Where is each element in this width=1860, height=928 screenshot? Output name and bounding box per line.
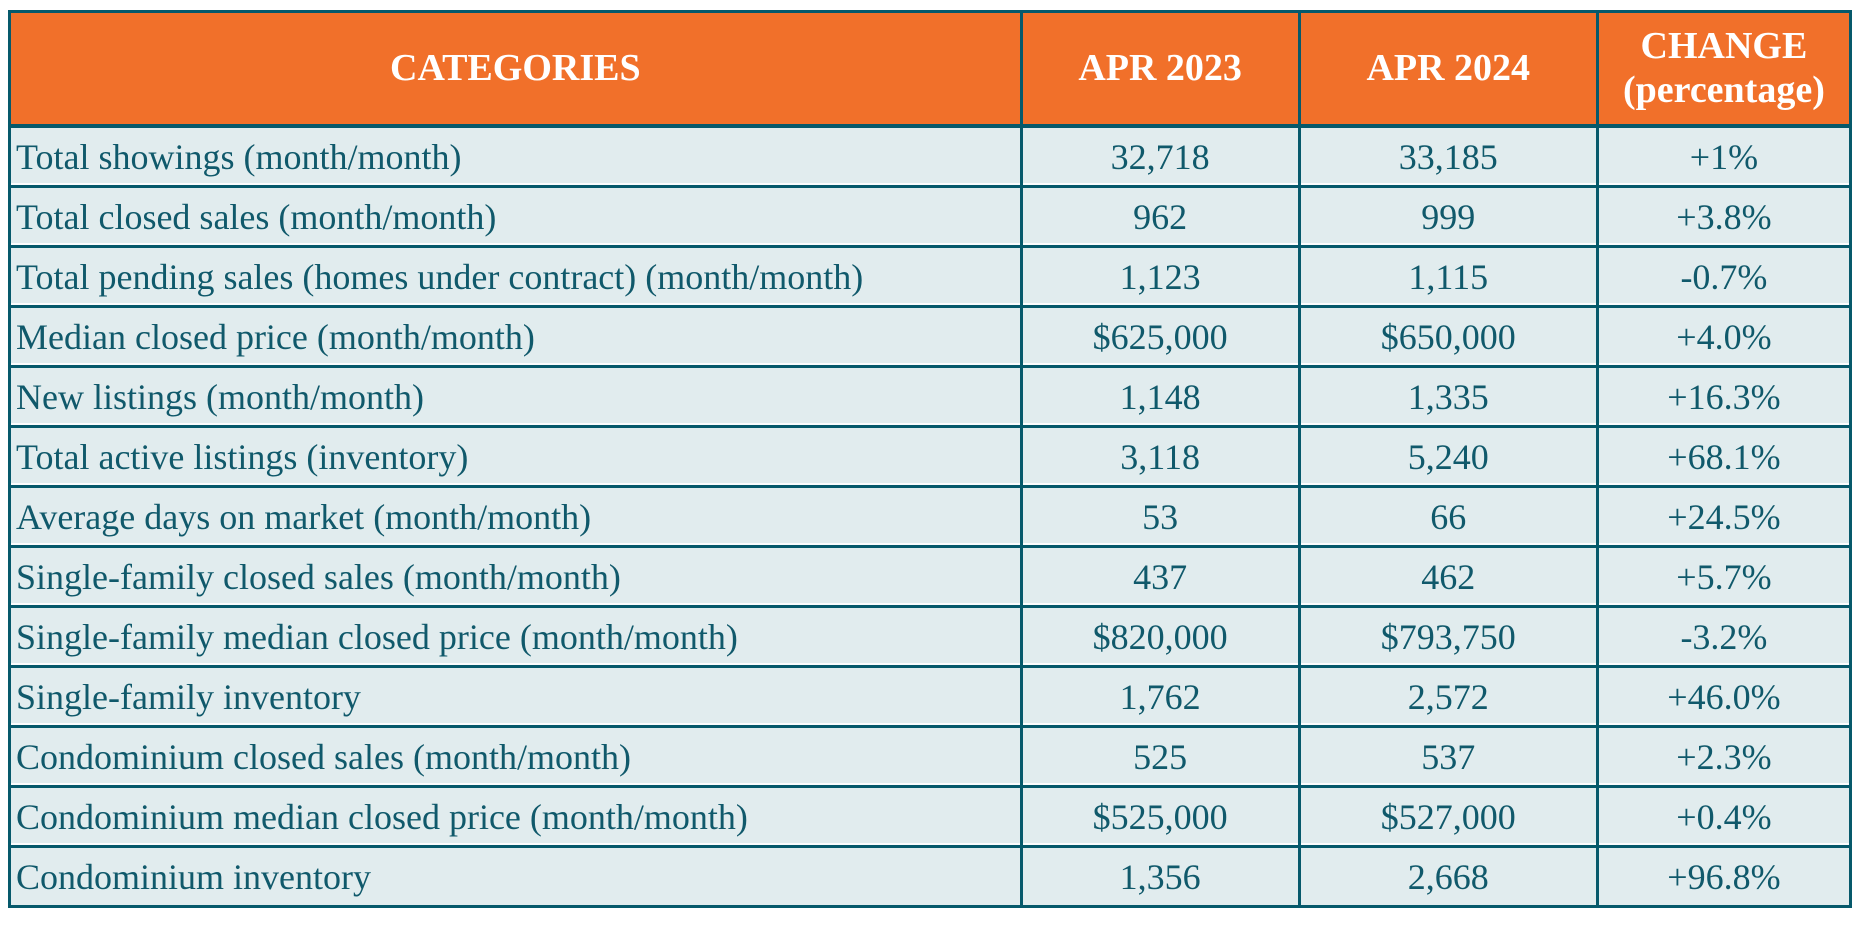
column-header-sublabel: (percentage) [1622, 68, 1825, 111]
apr-2024-cell: $527,000 [1299, 786, 1599, 848]
apr-2024-cell: 33,185 [1299, 126, 1599, 188]
table-row: Median closed price (month/month) $625,00… [9, 306, 1851, 368]
table-row: Total showings (month/month) 32,718 33,185… [9, 126, 1851, 188]
table-row: Total pending sales (homes under contrac… [9, 246, 1851, 308]
category-cell: Single-family median closed price (month… [9, 606, 1023, 668]
apr-2023-cell: $625,000 [1021, 306, 1301, 368]
table-row: Condominium median closed price (month/m… [9, 786, 1851, 848]
apr-2024-cell: 5,240 [1299, 426, 1599, 488]
apr-2023-cell: $525,000 [1021, 786, 1301, 848]
category-cell: Condominium median closed price (month/m… [9, 786, 1023, 848]
apr-2023-cell: 1,148 [1021, 366, 1301, 428]
category-cell: Condominium closed sales (month/month) [9, 726, 1023, 788]
table-row: Condominium inventory 1,356 2,668 +96.8% [9, 846, 1851, 907]
apr-2024-cell: 66 [1299, 486, 1599, 548]
table-row: Total closed sales (month/month) 962 999 +3… [9, 186, 1851, 248]
change-cell: +1% [1597, 126, 1851, 188]
change-cell: +2.3% [1597, 726, 1851, 788]
market-stats-table: CATEGORIES APR 2023 APR 2024 CHANGE (percent… [8, 10, 1852, 908]
change-cell: -0.7% [1597, 246, 1851, 308]
apr-2024-cell: $650,000 [1299, 306, 1599, 368]
apr-2023-cell: 1,762 [1021, 666, 1301, 728]
column-header-label: CHANGE [1640, 24, 1808, 67]
change-cell: +4.0% [1597, 306, 1851, 368]
apr-2023-cell: 3,118 [1021, 426, 1301, 488]
table-row: Total active listings (inventory) 3,118 5,… [9, 426, 1851, 488]
change-cell: +16.3% [1597, 366, 1851, 428]
table-row: Average days on market (month/month) 53 66… [9, 486, 1851, 548]
category-cell: Median closed price (month/month) [9, 306, 1023, 368]
table-row: New listings (month/month) 1,148 1,335 +16.… [9, 366, 1851, 428]
column-header-categories: CATEGORIES [9, 11, 1023, 128]
table-row: Condominium closed sales (month/month) 52… [9, 726, 1851, 788]
apr-2024-cell: 1,335 [1299, 366, 1599, 428]
apr-2023-cell: 53 [1021, 486, 1301, 548]
category-cell: Total closed sales (month/month) [9, 186, 1023, 248]
apr-2023-cell: 1,356 [1021, 846, 1301, 907]
category-cell: Single-family closed sales (month/month) [9, 546, 1023, 608]
apr-2024-cell: 2,668 [1299, 846, 1599, 907]
category-cell: Total active listings (inventory) [9, 426, 1023, 488]
table-body: Total showings (month/month) 32,718 33,185… [9, 126, 1851, 907]
column-header-apr-2023: APR 2023 [1021, 11, 1301, 128]
apr-2024-cell: 2,572 [1299, 666, 1599, 728]
column-header-label: CATEGORIES [390, 46, 641, 89]
apr-2023-cell: 525 [1021, 726, 1301, 788]
column-header-change-percentage: CHANGE (percentage) [1597, 11, 1851, 128]
category-cell: New listings (month/month) [9, 366, 1023, 428]
apr-2023-cell: $820,000 [1021, 606, 1301, 668]
table-header: CATEGORIES APR 2023 APR 2024 CHANGE (percent… [9, 11, 1851, 128]
table-row: Single-family median closed price (month… [9, 606, 1851, 668]
change-cell: +24.5% [1597, 486, 1851, 548]
category-cell: Total showings (month/month) [9, 126, 1023, 188]
apr-2023-cell: 437 [1021, 546, 1301, 608]
apr-2023-cell: 1,123 [1021, 246, 1301, 308]
apr-2024-cell: 999 [1299, 186, 1599, 248]
category-cell: Total pending sales (homes under contrac… [9, 246, 1023, 308]
column-header-label: APR 2024 [1366, 46, 1531, 89]
category-cell: Condominium inventory [9, 846, 1023, 907]
apr-2024-cell: 537 [1299, 726, 1599, 788]
change-cell: +0.4% [1597, 786, 1851, 848]
apr-2023-cell: 962 [1021, 186, 1301, 248]
change-cell: +96.8% [1597, 846, 1851, 907]
table-row: Single-family inventory 1,762 2,572 +46.0% [9, 666, 1851, 728]
category-cell: Average days on market (month/month) [9, 486, 1023, 548]
apr-2024-cell: 1,115 [1299, 246, 1599, 308]
change-cell: -3.2% [1597, 606, 1851, 668]
change-cell: +46.0% [1597, 666, 1851, 728]
change-cell: +5.7% [1597, 546, 1851, 608]
header-row: CATEGORIES APR 2023 APR 2024 CHANGE (percent… [9, 11, 1851, 128]
apr-2023-cell: 32,718 [1021, 126, 1301, 188]
column-header-label: APR 2023 [1078, 46, 1242, 89]
table-row: Single-family closed sales (month/month)… [9, 546, 1851, 608]
change-cell: +3.8% [1597, 186, 1851, 248]
category-cell: Single-family inventory [9, 666, 1023, 728]
apr-2024-cell: $793,750 [1299, 606, 1599, 668]
apr-2024-cell: 462 [1299, 546, 1599, 608]
change-cell: +68.1% [1597, 426, 1851, 488]
column-header-apr-2024: APR 2024 [1299, 11, 1599, 128]
